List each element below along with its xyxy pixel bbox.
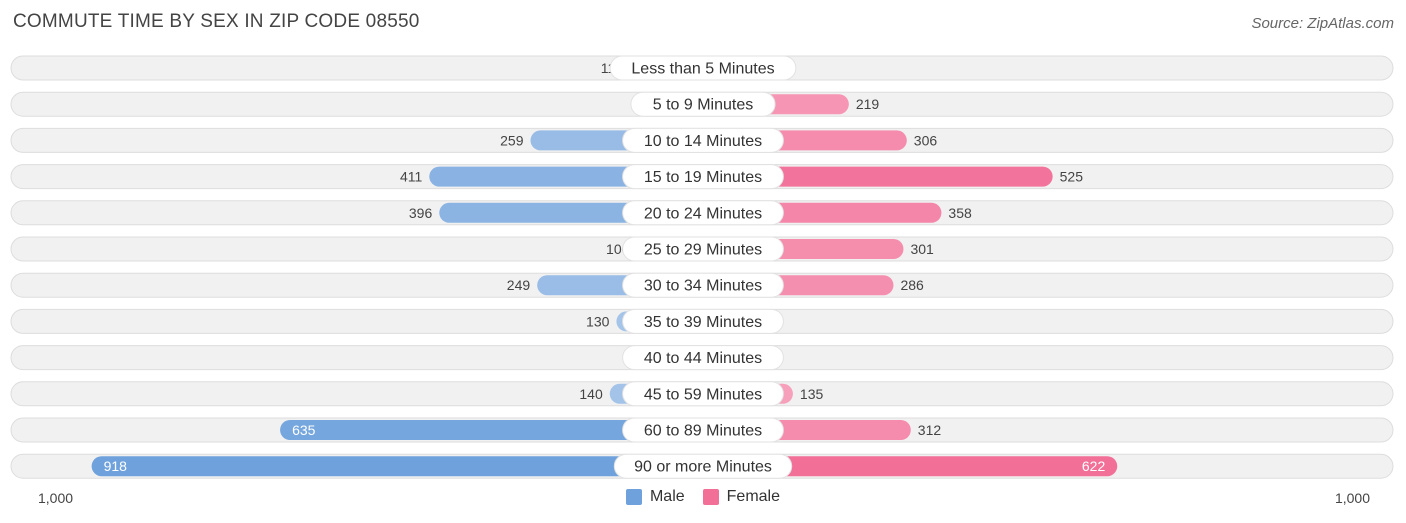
- category-label: 60 to 89 Minutes: [644, 423, 762, 440]
- category-pill: [622, 345, 784, 371]
- category-label: 15 to 19 Minutes: [644, 169, 762, 186]
- axis-right-label: 1,000: [1334, 490, 1370, 506]
- category-label: 90 or more Minutes: [634, 459, 772, 476]
- female-value-label: 301: [910, 241, 934, 257]
- legend-item-female: Female: [702, 488, 781, 506]
- category-pill: [622, 272, 784, 298]
- category-label: 10 to 14 Minutes: [644, 133, 762, 150]
- category-label: 25 to 29 Minutes: [644, 242, 762, 259]
- male-value-label: 259: [500, 132, 524, 148]
- category-pill: [622, 236, 784, 262]
- female-value-label: 135: [800, 386, 824, 402]
- legend-swatch-female: [702, 489, 719, 505]
- female-value-label: 312: [918, 422, 942, 438]
- female-bar: [703, 166, 1053, 187]
- female-value-label: 622: [1082, 458, 1106, 474]
- female-value-label: 219: [856, 96, 880, 112]
- bar-chart: 11160Less than 5 Minutes732195 to 9 Minu…: [10, 55, 1394, 479]
- category-label: 5 to 9 Minutes: [653, 97, 754, 114]
- female-value-label: 306: [914, 132, 938, 148]
- category-pill: [622, 164, 784, 190]
- male-bar: [280, 420, 703, 440]
- category-pill: [622, 308, 784, 334]
- source-label: Source: ZipAtlas.com: [1251, 15, 1394, 32]
- legend-label-male: Male: [649, 488, 685, 505]
- male-value-label: 411: [400, 169, 423, 185]
- category-label: 30 to 34 Minutes: [644, 278, 762, 295]
- female-value-label: 525: [1060, 169, 1084, 185]
- male-value-label: 635: [292, 422, 316, 438]
- axis-left-label: 1,000: [38, 490, 74, 506]
- category-label: 40 to 44 Minutes: [644, 350, 762, 367]
- category-pill: [622, 381, 784, 407]
- male-value-label: 396: [409, 205, 433, 221]
- male-value-label: 130: [586, 313, 610, 329]
- male-value-label: 918: [104, 458, 128, 474]
- category-pill: [622, 200, 784, 226]
- category-label: Less than 5 Minutes: [631, 61, 774, 78]
- female-value-label: 286: [900, 277, 924, 293]
- category-pill: [630, 91, 776, 117]
- male-bar: [91, 456, 703, 477]
- legend-swatch-male: [625, 489, 642, 505]
- legend-label-female: Female: [726, 488, 781, 505]
- male-value-label: 249: [507, 277, 531, 293]
- female-bar: [703, 456, 1118, 477]
- category-pill: [622, 127, 784, 153]
- female-value-label: 358: [948, 205, 972, 221]
- category-pill: [609, 55, 797, 81]
- legend-item-male: Male: [625, 488, 685, 506]
- legend: Male Female: [0, 488, 1406, 506]
- category-label: 35 to 39 Minutes: [644, 314, 762, 331]
- category-pill: [622, 417, 784, 443]
- chart-title: COMMUTE TIME BY SEX IN ZIP CODE 08550: [13, 11, 420, 32]
- male-value-label: 140: [579, 386, 603, 402]
- category-pill: [613, 453, 793, 479]
- category-label: 45 to 59 Minutes: [644, 386, 762, 403]
- category-label: 20 to 24 Minutes: [644, 205, 762, 222]
